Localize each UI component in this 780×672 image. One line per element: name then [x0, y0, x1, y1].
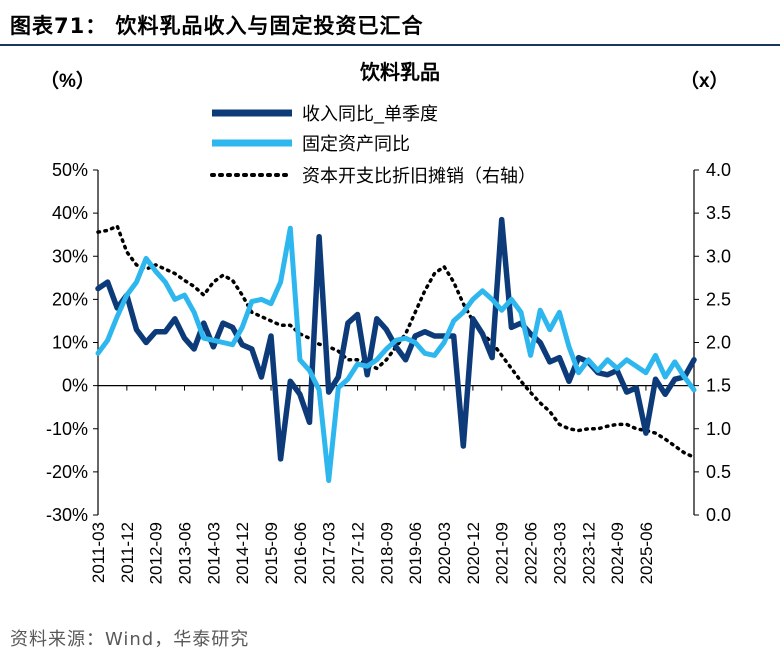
left-tick-label: 30%: [52, 246, 88, 266]
right-axis-unit: （x）: [680, 69, 729, 92]
x-tick-label: 2022-06: [522, 522, 541, 584]
series-line-fixed-assets: [95, 225, 697, 483]
right-tick-label: 3.0: [706, 246, 731, 266]
figure-title: 图表71： 饮料乳品收入与固定投资已汇合: [10, 14, 424, 38]
x-tick-label: 2015-09: [262, 522, 281, 584]
chart: 饮料乳品 （%） （x） 收入同比_单季度 固定资产同比 资本开支比折旧摊销（右…: [40, 60, 731, 584]
legend-entry-dep[interactable]: 资本开支比折旧摊销（右轴）: [210, 166, 536, 186]
x-tick-label: 2014-03: [204, 522, 223, 584]
x-tick-label: 2020-03: [435, 522, 454, 584]
right-tick-label: 0.0: [706, 505, 731, 525]
x-tick-label: 2011-03: [89, 522, 108, 583]
left-tick-label: 40%: [52, 203, 88, 223]
x-tick-label: 2019-06: [406, 522, 425, 584]
x-tick-label: 2011-12: [118, 522, 137, 583]
legend-entry-income[interactable]: 收入同比_单季度: [212, 104, 438, 125]
left-tick-label: 10%: [52, 333, 88, 353]
title-divider: [0, 44, 780, 46]
left-axis-unit: （%）: [40, 69, 95, 92]
x-tick-label: 2012-09: [147, 522, 166, 584]
left-tick-label: 20%: [52, 289, 88, 309]
legend: 收入同比_单季度 固定资产同比 资本开支比折旧摊销（右轴）: [210, 104, 536, 186]
series-layer: [95, 216, 697, 483]
x-tick-label: 2018-09: [377, 522, 396, 584]
left-tick-label: 50%: [52, 160, 88, 180]
right-tick-label: 2.5: [706, 289, 731, 309]
legend-label-dep: 资本开支比折旧摊销（右轴）: [302, 166, 536, 186]
legend-entry-fixed[interactable]: 固定资产同比: [212, 134, 410, 154]
left-tick-label: 0%: [62, 376, 88, 396]
right-tick-label: 4.0: [706, 160, 731, 180]
x-tick-label: 2020-12: [464, 522, 483, 584]
legend-label-fixed: 固定资产同比: [302, 134, 410, 154]
left-tick-label: -30%: [46, 505, 88, 525]
x-tick-label: 2016-06: [291, 522, 310, 584]
x-tick-label: 2023-12: [579, 522, 598, 584]
right-tick-label: 0.5: [706, 462, 731, 482]
legend-label-income: 收入同比_单季度: [302, 104, 438, 125]
chart-title: 饮料乳品: [359, 60, 440, 84]
left-tick-label: -10%: [46, 419, 88, 439]
x-tick-label: 2025-06: [637, 522, 656, 584]
x-tick-label: 2013-06: [176, 522, 195, 584]
right-tick-label: 2.0: [706, 333, 731, 353]
x-tick-label: 2017-12: [349, 522, 368, 584]
axes: 50% 40% 30% 20% 10% 0% -10% -20% -30% 4.0 3.5 3.0 2.…: [46, 160, 731, 584]
right-tick-label: 3.5: [706, 203, 731, 223]
source-note: 资料来源：Wind，华泰研究: [10, 629, 250, 650]
x-tick-label: 2021-09: [493, 522, 512, 584]
right-tick-label: 1.0: [706, 419, 731, 439]
x-tick-label: 2024-09: [608, 522, 627, 584]
x-tick-label: 2017-03: [320, 522, 339, 584]
x-tick-label: 2023-03: [550, 522, 569, 584]
x-tick-label: 2014-12: [233, 522, 252, 584]
left-tick-label: -20%: [46, 462, 88, 482]
right-tick-label: 1.5: [706, 376, 731, 396]
